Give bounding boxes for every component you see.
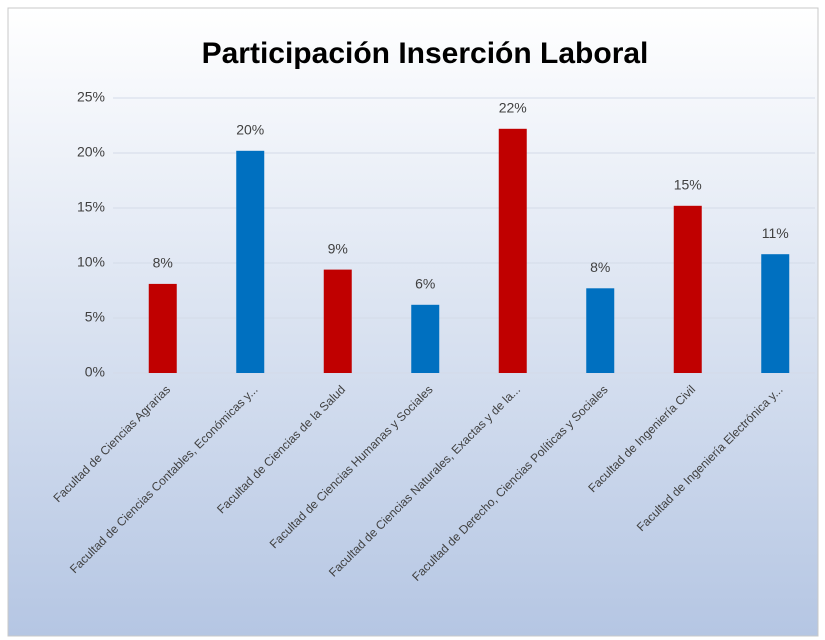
y-tick-label: 15% (77, 199, 105, 215)
bar (761, 254, 790, 373)
bar (586, 288, 615, 373)
bar (498, 128, 527, 373)
data-label: 8% (590, 259, 610, 275)
y-tick-label: 10% (77, 254, 105, 270)
bar (236, 150, 265, 373)
data-label: 15% (674, 177, 702, 193)
data-label: 6% (415, 276, 435, 292)
data-label: 9% (328, 240, 348, 256)
chart-title: Participación Inserción Laboral (202, 37, 649, 70)
y-tick-label: 25% (77, 89, 105, 105)
data-label: 8% (153, 255, 173, 271)
data-label: 22% (499, 100, 527, 116)
data-label: 11% (762, 225, 789, 241)
bar (323, 269, 352, 373)
bar (673, 205, 702, 373)
data-label: 20% (236, 122, 264, 138)
y-tick-label: 0% (85, 364, 105, 380)
bar (148, 283, 177, 373)
bar (411, 304, 440, 373)
y-tick-label: 20% (77, 144, 105, 160)
y-tick-label: 5% (85, 309, 105, 325)
